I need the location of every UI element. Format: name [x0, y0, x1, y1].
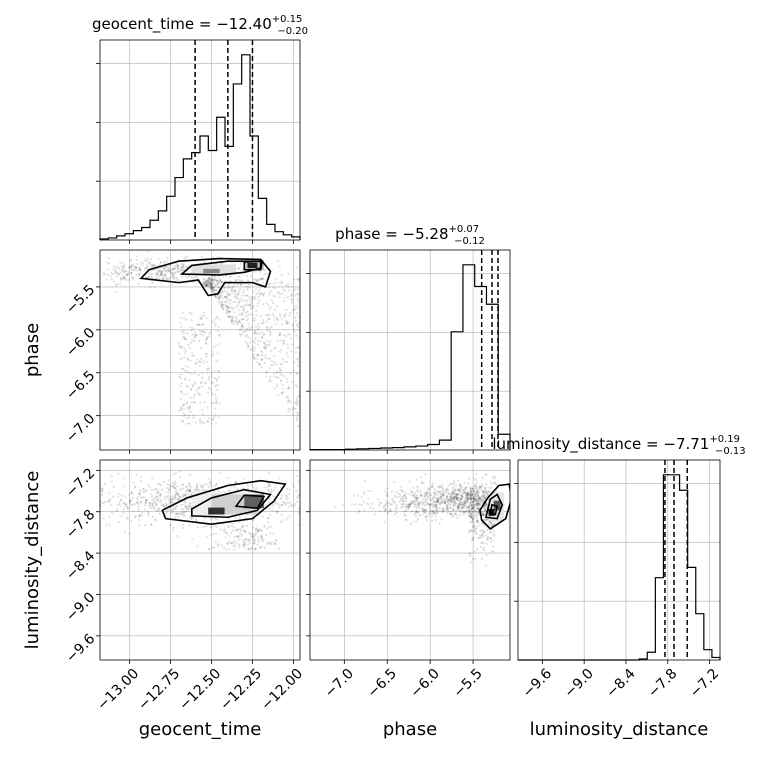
y-tick-label-luminosity_distance: −7.2 — [63, 465, 98, 500]
panel-hist-phase — [309, 249, 511, 451]
panel-hist-luminosity_distance — [517, 459, 721, 661]
histogram-luminosity_distance — [518, 474, 721, 661]
x-tick-label-phase: −6.0 — [408, 666, 443, 701]
x-tick-label-luminosity_distance: −7.8 — [645, 666, 680, 701]
x-tick-label-phase: −6.5 — [365, 666, 400, 701]
y-tick-label-phase: −7.0 — [63, 411, 98, 446]
title-luminosity_distance: luminosity_distance = −7.71+0.19 −0.13 — [492, 434, 745, 457]
y-tick-label-phase: −5.5 — [63, 282, 98, 317]
x-tick-label-phase: −7.0 — [322, 666, 357, 701]
title-geocent_time: geocent_time = −12.40+0.15 −0.20 — [92, 14, 308, 37]
y-axis-label-phase: phase — [22, 323, 43, 377]
y-tick-label-luminosity_distance: −8.4 — [63, 548, 98, 583]
histogram-phase — [309, 264, 511, 451]
y-tick-label-luminosity_distance: −7.8 — [63, 507, 98, 542]
x-tick-label-luminosity_distance: −8.4 — [603, 666, 638, 701]
scatter-geocent_time-luminosity_distance — [100, 468, 300, 551]
x-axis-label-luminosity_distance: luminosity_distance — [530, 719, 709, 740]
panel-2d-phase-luminosity_distance — [309, 459, 511, 661]
y-tick-label-phase: −6.5 — [63, 368, 98, 403]
x-tick-label-geocent_time: −13.00 — [94, 666, 142, 714]
x-tick-label-luminosity_distance: −7.2 — [687, 666, 722, 701]
title-phase: phase = −5.28+0.07 −0.12 — [335, 224, 485, 247]
y-tick-label-luminosity_distance: −9.0 — [63, 590, 98, 625]
x-tick-label-phase: −5.5 — [450, 666, 485, 701]
y-tick-label-luminosity_distance: −9.6 — [63, 631, 98, 666]
x-tick-label-luminosity_distance: −9.0 — [562, 666, 597, 701]
histogram-geocent_time — [99, 54, 301, 240]
y-axis-label-luminosity_distance: luminosity_distance — [22, 471, 43, 650]
scatter-geocent_time-phase — [100, 250, 300, 428]
scatter-phase-luminosity_distance — [333, 472, 510, 567]
x-tick-label-geocent_time: −12.75 — [135, 666, 183, 714]
x-axis-label-phase: phase — [383, 719, 437, 740]
x-tick-label-geocent_time: −12.00 — [258, 666, 306, 714]
x-tick-label-geocent_time: −12.25 — [217, 666, 265, 714]
panel-2d-geocent_time-phase — [99, 249, 301, 451]
x-tick-label-geocent_time: −12.50 — [176, 666, 224, 714]
x-tick-label-luminosity_distance: −9.6 — [520, 666, 555, 701]
x-axis-label-geocent_time: geocent_time — [139, 719, 262, 740]
panel-hist-geocent_time — [99, 39, 301, 241]
panel-2d-geocent_time-luminosity_distance — [99, 459, 301, 661]
y-tick-label-phase: −6.0 — [63, 325, 98, 360]
